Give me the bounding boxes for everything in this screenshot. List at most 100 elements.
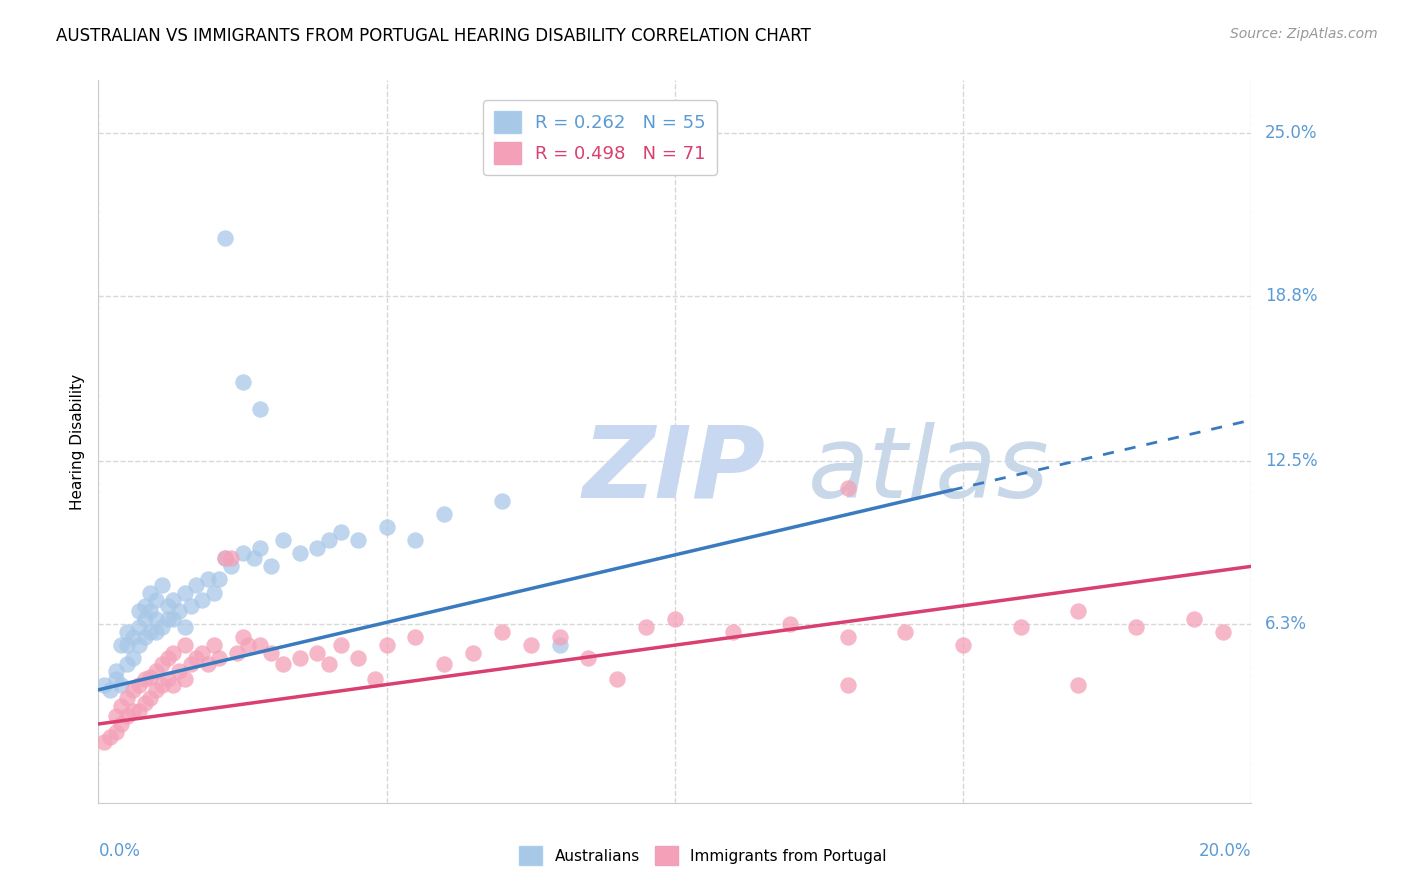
Point bbox=[167, 604, 190, 618]
Point bbox=[329, 638, 352, 652]
Point bbox=[329, 525, 352, 540]
Point bbox=[520, 638, 543, 652]
Point bbox=[548, 630, 571, 644]
Text: 18.8%: 18.8% bbox=[1265, 286, 1317, 305]
Point bbox=[364, 673, 387, 687]
Point bbox=[174, 585, 197, 599]
Point bbox=[231, 630, 254, 644]
Text: 25.0%: 25.0% bbox=[1265, 124, 1317, 142]
Point bbox=[491, 625, 513, 640]
Point bbox=[307, 646, 329, 660]
Point bbox=[156, 612, 179, 626]
Text: AUSTRALIAN VS IMMIGRANTS FROM PORTUGAL HEARING DISABILITY CORRELATION CHART: AUSTRALIAN VS IMMIGRANTS FROM PORTUGAL H… bbox=[56, 27, 811, 45]
Point bbox=[174, 673, 197, 687]
Point bbox=[139, 690, 162, 705]
Point bbox=[167, 665, 190, 679]
Point bbox=[433, 657, 456, 671]
Point bbox=[122, 651, 145, 665]
Point bbox=[162, 593, 184, 607]
Point bbox=[238, 638, 260, 652]
Point bbox=[290, 651, 312, 665]
Point bbox=[145, 665, 167, 679]
Point bbox=[139, 670, 162, 684]
Point bbox=[548, 638, 571, 652]
Legend: Australians, Immigrants from Portugal: Australians, Immigrants from Portugal bbox=[513, 840, 893, 871]
Point bbox=[93, 677, 115, 691]
Point bbox=[837, 677, 859, 691]
Point bbox=[150, 620, 173, 634]
Point bbox=[202, 585, 225, 599]
Point bbox=[117, 690, 139, 705]
Point bbox=[664, 612, 686, 626]
Point bbox=[837, 630, 859, 644]
Point bbox=[117, 638, 139, 652]
Point bbox=[110, 717, 132, 731]
Text: ZIP: ZIP bbox=[582, 422, 766, 519]
Point bbox=[117, 709, 139, 723]
Point bbox=[1067, 604, 1090, 618]
Point bbox=[150, 578, 173, 592]
Point bbox=[186, 651, 208, 665]
Point bbox=[214, 551, 236, 566]
Point bbox=[156, 599, 179, 613]
Point bbox=[145, 593, 167, 607]
Point bbox=[180, 657, 202, 671]
Point bbox=[122, 682, 145, 697]
Point bbox=[134, 696, 156, 710]
Point bbox=[145, 612, 167, 626]
Point bbox=[104, 724, 127, 739]
Point bbox=[837, 481, 859, 495]
Point bbox=[271, 657, 294, 671]
Point bbox=[894, 625, 917, 640]
Point bbox=[117, 625, 139, 640]
Point bbox=[260, 559, 283, 574]
Point bbox=[346, 651, 368, 665]
Point bbox=[491, 493, 513, 508]
Point bbox=[145, 682, 167, 697]
Text: Source: ZipAtlas.com: Source: ZipAtlas.com bbox=[1230, 27, 1378, 41]
Point bbox=[128, 604, 150, 618]
Point bbox=[139, 604, 162, 618]
Point bbox=[208, 651, 231, 665]
Text: 0.0%: 0.0% bbox=[98, 842, 141, 860]
Point bbox=[150, 657, 173, 671]
Point bbox=[156, 673, 179, 687]
Point bbox=[197, 657, 219, 671]
Point bbox=[578, 651, 600, 665]
Point bbox=[162, 677, 184, 691]
Point bbox=[318, 533, 340, 547]
Point bbox=[122, 630, 145, 644]
Point bbox=[134, 673, 156, 687]
Point bbox=[461, 646, 484, 660]
Text: 6.3%: 6.3% bbox=[1265, 615, 1308, 633]
Point bbox=[1125, 620, 1147, 634]
Point bbox=[156, 651, 179, 665]
Text: atlas: atlas bbox=[807, 422, 1049, 519]
Point bbox=[139, 625, 162, 640]
Point bbox=[606, 673, 628, 687]
Point bbox=[134, 630, 156, 644]
Point bbox=[307, 541, 329, 555]
Point bbox=[162, 612, 184, 626]
Point bbox=[405, 630, 427, 644]
Point bbox=[139, 585, 162, 599]
Point bbox=[128, 620, 150, 634]
Point bbox=[134, 599, 156, 613]
Point bbox=[779, 617, 801, 632]
Point bbox=[145, 625, 167, 640]
Point bbox=[104, 709, 127, 723]
Point bbox=[260, 646, 283, 660]
Point bbox=[98, 682, 121, 697]
Point bbox=[225, 646, 247, 660]
Point bbox=[117, 657, 139, 671]
Point bbox=[128, 638, 150, 652]
Point bbox=[1182, 612, 1205, 626]
Point bbox=[186, 578, 208, 592]
Point bbox=[249, 401, 271, 416]
Point bbox=[231, 376, 254, 390]
Point bbox=[93, 735, 115, 749]
Point bbox=[128, 677, 150, 691]
Point bbox=[208, 573, 231, 587]
Point bbox=[249, 541, 271, 555]
Point bbox=[375, 520, 398, 534]
